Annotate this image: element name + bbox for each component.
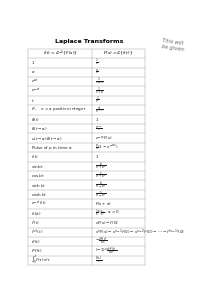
Text: $u(t-a)\delta(t-a)$: $u(t-a)\delta(t-a)$	[31, 135, 62, 142]
Text: $\text{Pulse of } p \text{ in time } a$: $\text{Pulse of } p \text{ in time } a$	[31, 143, 72, 152]
Text: $e^{-at}f(t)$: $e^{-at}f(t)$	[31, 200, 47, 208]
Text: $e^{-as}F(s)$: $e^{-as}F(s)$	[95, 134, 113, 142]
Text: $\frac{1}{s+a}$: $\frac{1}{s+a}$	[95, 85, 103, 97]
Text: $\cos bt$: $\cos bt$	[31, 172, 45, 179]
Text: $\frac{s}{s^2+b^2}$: $\frac{s}{s^2+b^2}$	[95, 171, 107, 181]
Text: $f(t)$: $f(t)$	[31, 153, 39, 161]
Text: Laplace Transforms: Laplace Transforms	[55, 40, 123, 44]
Text: $(-1)^n\frac{d^nF(s)}{ds^n}$: $(-1)^n\frac{d^nF(s)}{ds^n}$	[95, 245, 117, 257]
Text: $t$: $t$	[31, 97, 34, 104]
Text: $\frac{e^{-as}}{s}$: $\frac{e^{-as}}{s}$	[95, 124, 103, 133]
Text: $\frac{F(s)}{s}$: $\frac{F(s)}{s}$	[95, 255, 102, 266]
Text: $\sin bt$: $\sin bt$	[31, 163, 43, 170]
Text: $\frac{p}{s}(1-e^{-as})$: $\frac{p}{s}(1-e^{-as})$	[95, 142, 118, 152]
Text: $\delta(t)$: $\delta(t)$	[31, 116, 40, 123]
Text: $-\frac{dF(s)}{ds}$: $-\frac{dF(s)}{ds}$	[95, 236, 107, 247]
Text: $\cosh bt$: $\cosh bt$	[31, 191, 47, 198]
Text: $\delta(t-a)$: $\delta(t-a)$	[31, 125, 47, 132]
Text: $1$: $1$	[95, 153, 99, 161]
Text: $a$: $a$	[31, 69, 35, 75]
Text: $e^{at}$: $e^{at}$	[31, 77, 38, 86]
Text: $\frac{1}{s}$: $\frac{1}{s}$	[95, 58, 99, 68]
Text: $e^{-at}$: $e^{-at}$	[31, 87, 41, 95]
Text: $\frac{s}{s^2-b^2}$: $\frac{s}{s^2-b^2}$	[95, 189, 107, 200]
Text: $\sinh bt$: $\sinh bt$	[31, 182, 46, 189]
Text: $F(s) = \mathcal{L}\{f(t)\}$: $F(s) = \mathcal{L}\{f(t)\}$	[103, 50, 134, 57]
Text: $t^nf(t)$: $t^nf(t)$	[31, 247, 42, 255]
Text: $f(kt)$: $f(kt)$	[31, 210, 41, 217]
Text: $sF(s)-f(0)$: $sF(s)-f(0)$	[95, 219, 119, 226]
Text: $t^n, \quad n = \text{a positive integer}$: $t^n, \quad n = \text{a positive integer…	[31, 106, 86, 114]
Text: $\frac{n!}{s^{n+1}}$: $\frac{n!}{s^{n+1}}$	[95, 104, 103, 116]
Text: This will
be given: This will be given	[161, 38, 185, 52]
Text: $\frac{b}{s^2+b^2}$: $\frac{b}{s^2+b^2}$	[95, 160, 107, 172]
Text: $1$: $1$	[31, 59, 35, 66]
Text: $\frac{1}{k}F\!\left(\frac{s}{k}\right),\ a>0$: $\frac{1}{k}F\!\left(\frac{s}{k}\right),…	[95, 208, 120, 219]
Text: $\frac{1}{s-a}$: $\frac{1}{s-a}$	[95, 76, 103, 87]
Text: $f(t) = \mathcal{L}^{-1}\{F(s)\}$: $f(t) = \mathcal{L}^{-1}\{F(s)\}$	[43, 49, 78, 58]
Text: $\int_0^t f(\tau)\,d\tau$: $\int_0^t f(\tau)\,d\tau$	[31, 254, 50, 267]
Text: $\frac{b}{s^2-b^2}$: $\frac{b}{s^2-b^2}$	[95, 179, 107, 191]
Text: $s^nF(s)-s^{n-1}f(0)-s^{n-2}f'(0)-\cdots-f^{(n-1)}(0)$: $s^nF(s)-s^{n-1}f(0)-s^{n-2}f'(0)-\cdots…	[95, 228, 185, 237]
Text: $\frac{a}{s}$: $\frac{a}{s}$	[95, 68, 98, 77]
Text: $F(s+a)$: $F(s+a)$	[95, 200, 112, 208]
Text: $f^{(n)}(t)$: $f^{(n)}(t)$	[31, 228, 43, 237]
Text: $\frac{1}{s^2}$: $\frac{1}{s^2}$	[95, 94, 100, 106]
Text: $tf(t)$: $tf(t)$	[31, 238, 40, 245]
Text: $1$: $1$	[95, 116, 99, 123]
Text: $f'(t)$: $f'(t)$	[31, 219, 40, 226]
